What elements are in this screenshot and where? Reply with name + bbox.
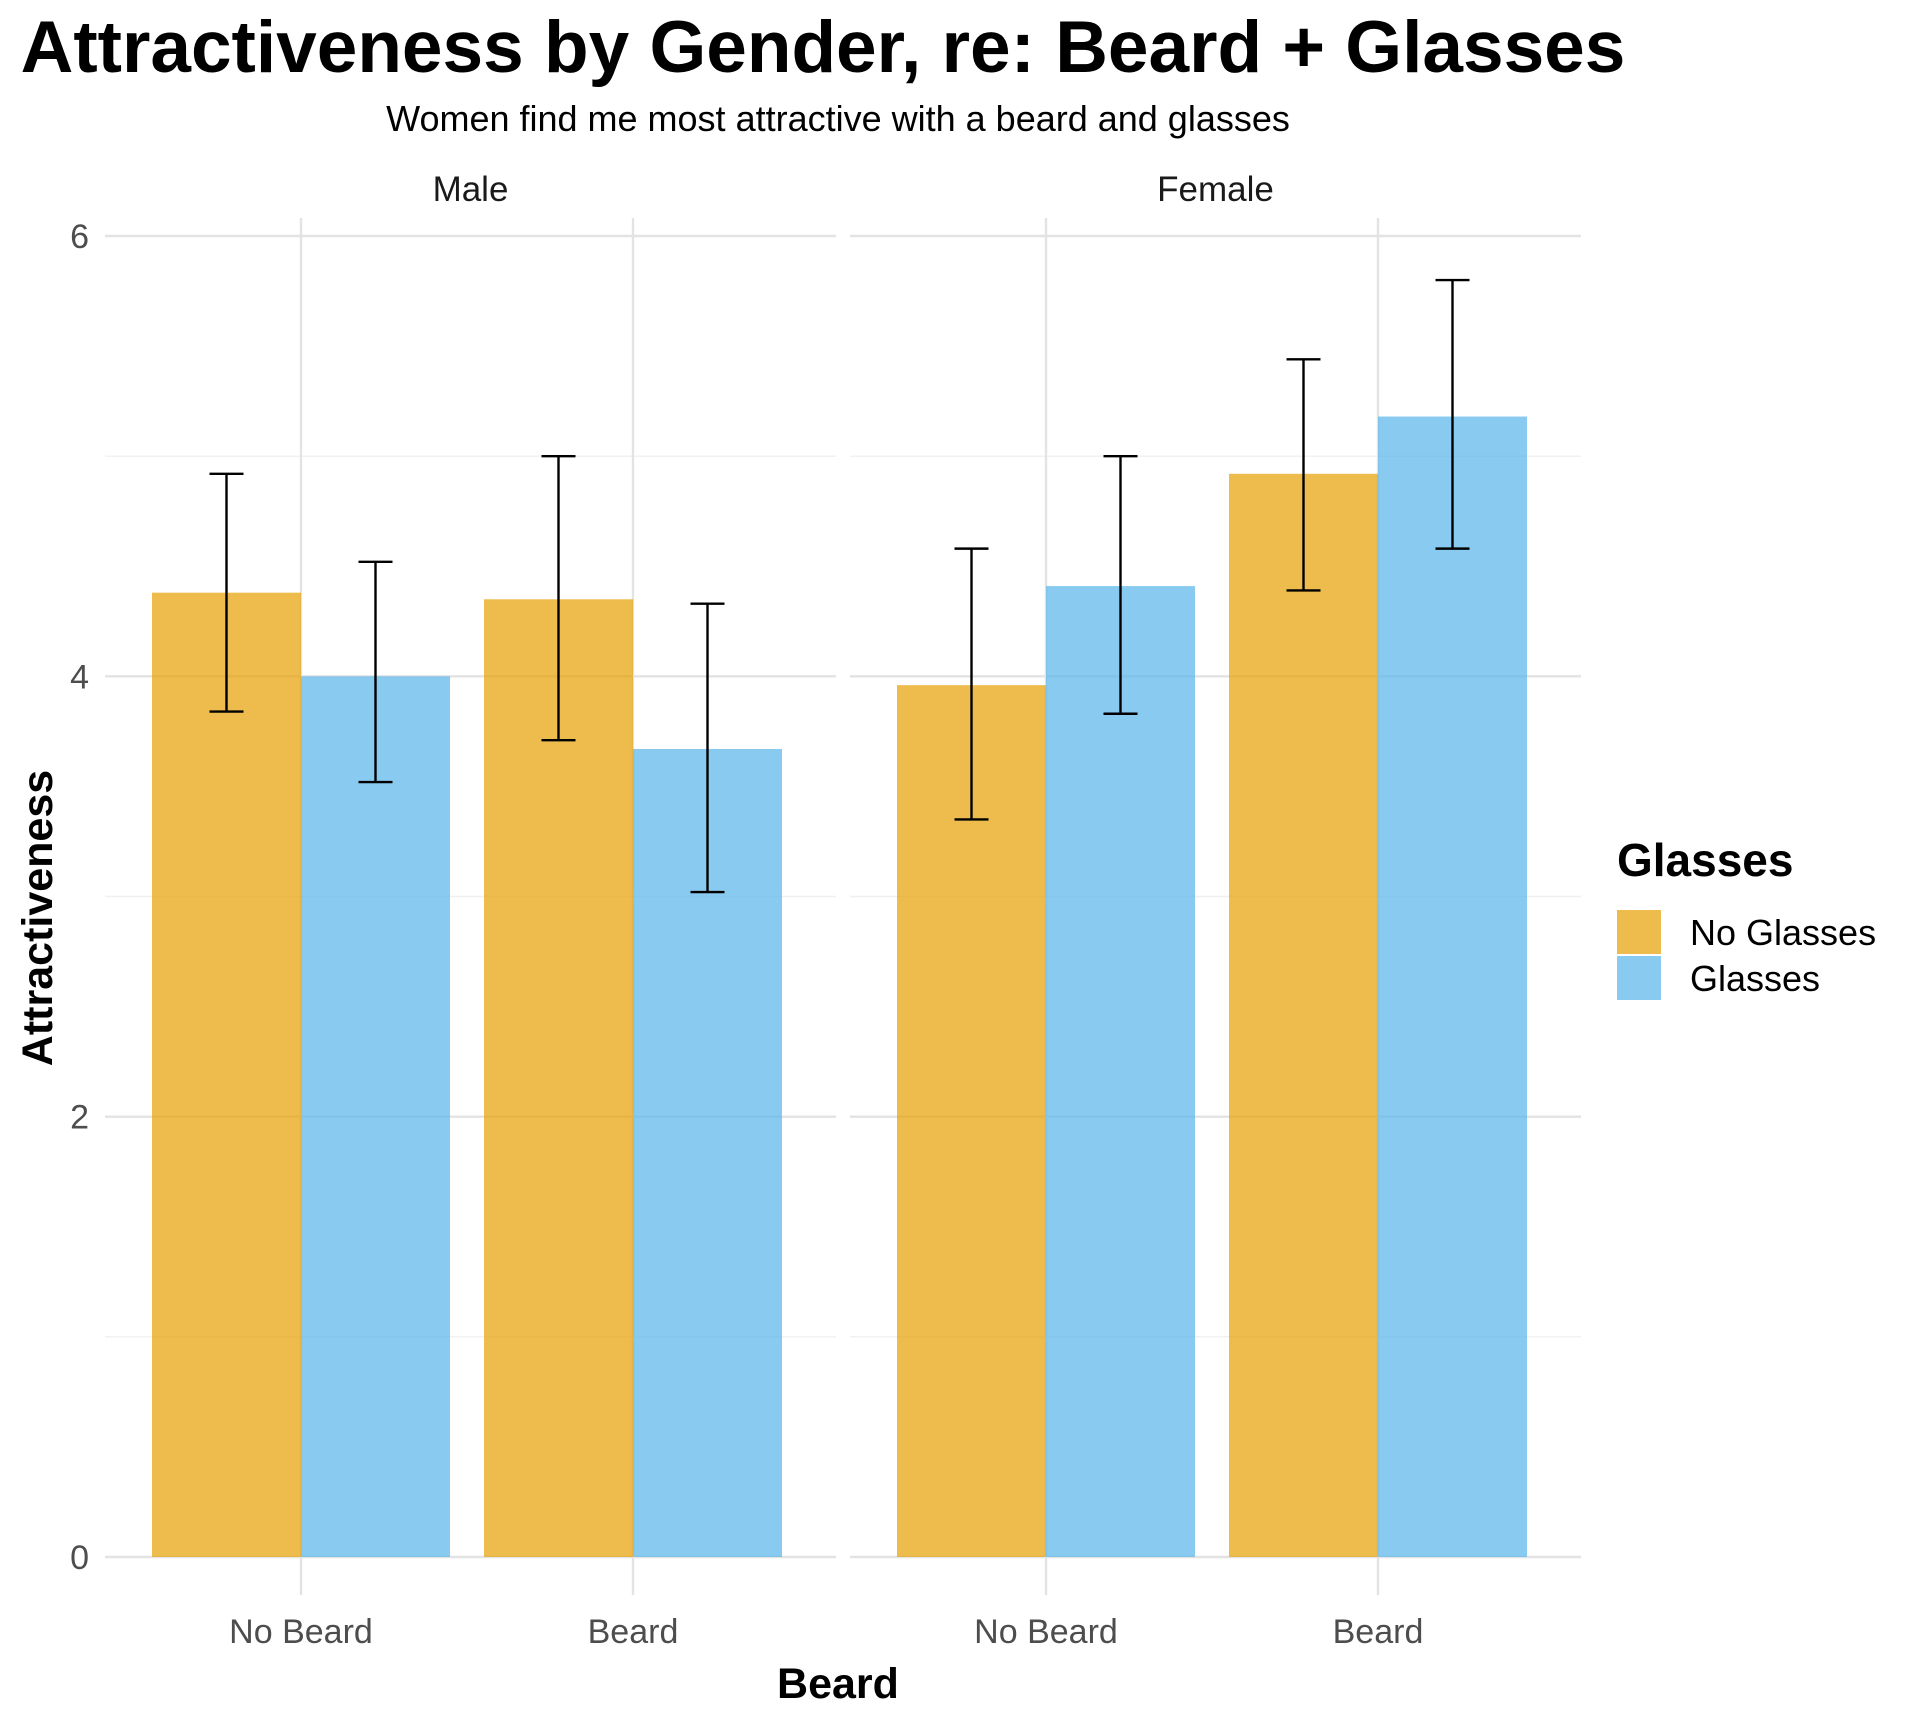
legend-title: Glasses bbox=[1617, 834, 1793, 886]
facet-panel-female: Female No Beard Beard bbox=[850, 170, 1581, 1651]
facet-panels: 0 2 4 6 Male No Beard Beard Female No Beard Beard bbox=[70, 170, 1581, 1651]
bar-male-no-beard-glasses bbox=[301, 676, 450, 1557]
chart-title: Attractiveness by Gender, re: Beard + Gl… bbox=[21, 7, 1626, 88]
x-tick-label: No Beard bbox=[974, 1613, 1118, 1651]
y-tick-label: 6 bbox=[70, 218, 89, 256]
legend-key-no-glasses bbox=[1617, 910, 1661, 954]
bar-female-beard-no-glasses bbox=[1229, 473, 1378, 1557]
error-bar bbox=[1286, 358, 1321, 592]
error-bar bbox=[1103, 454, 1138, 715]
error-bar bbox=[954, 547, 989, 821]
x-axis-title: Beard bbox=[777, 1660, 899, 1708]
bar-female-no-beard-no-glasses bbox=[897, 685, 1046, 1557]
x-tick-label: Beard bbox=[1333, 1613, 1424, 1651]
error-bar bbox=[541, 454, 576, 742]
error-bar bbox=[1435, 278, 1470, 550]
bar-male-no-beard-no-glasses bbox=[152, 592, 301, 1557]
bar-male-beard-no-glasses bbox=[484, 599, 633, 1557]
x-tick-label: Beard bbox=[588, 1613, 679, 1651]
error-bar bbox=[209, 472, 244, 713]
chart-subtitle: Women find me most attractive with a bea… bbox=[386, 98, 1290, 139]
facet-label: Female bbox=[1157, 170, 1274, 209]
facet-panel-male: Male No Beard Beard bbox=[105, 170, 836, 1651]
error-bar bbox=[358, 560, 393, 784]
x-tick-label: No Beard bbox=[229, 1613, 373, 1651]
legend-key-glasses bbox=[1617, 956, 1661, 1000]
legend-label-no-glasses: No Glasses bbox=[1690, 912, 1876, 953]
y-axis-title: Attractiveness bbox=[14, 770, 62, 1066]
y-tick-label: 2 bbox=[70, 1099, 89, 1137]
legend-label-glasses: Glasses bbox=[1690, 958, 1820, 999]
bar-female-no-beard-glasses bbox=[1046, 586, 1195, 1557]
facet-label: Male bbox=[433, 170, 509, 209]
error-bar bbox=[690, 602, 725, 894]
y-tick-label: 4 bbox=[70, 658, 89, 696]
bar-female-beard-glasses bbox=[1378, 416, 1527, 1558]
y-tick-label: 0 bbox=[70, 1539, 89, 1577]
legend: Glasses No Glasses Glasses bbox=[1617, 834, 1876, 1000]
